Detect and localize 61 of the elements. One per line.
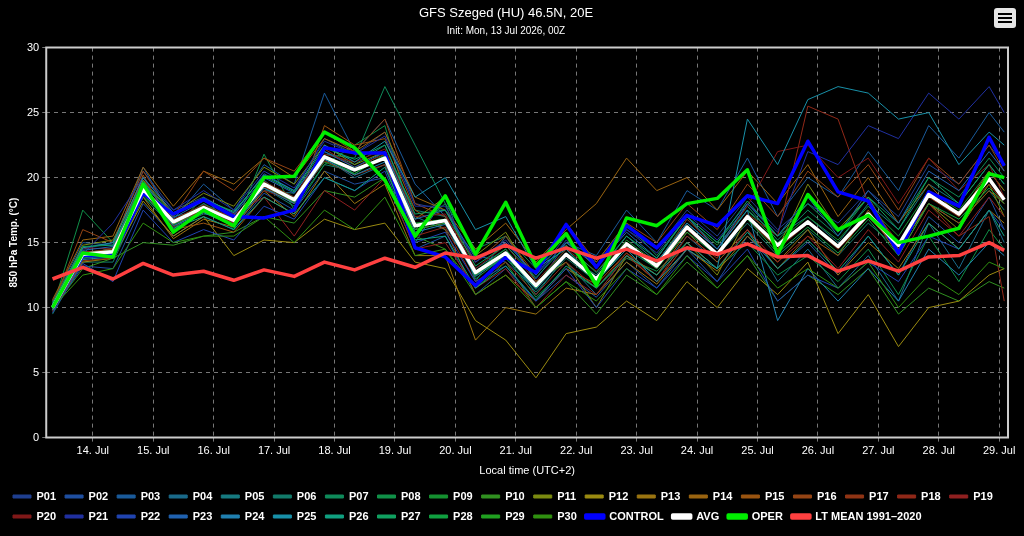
y-tick-label: 0 xyxy=(33,430,40,443)
x-tick-label: 17. Jul xyxy=(257,444,291,457)
legend-label: P04 xyxy=(192,489,214,502)
x-tick-label: 15. Jul xyxy=(137,444,170,457)
legend-label: OPER xyxy=(751,509,783,522)
legend-label: P12 xyxy=(608,489,629,502)
x-axis-title: Local time (UTC+2) xyxy=(479,464,575,477)
legend-label: P14 xyxy=(712,489,734,502)
y-tick-label: 25 xyxy=(26,105,40,118)
x-tick-label: 22. Jul xyxy=(560,444,593,457)
x-tick-label: 25. Jul xyxy=(741,444,774,457)
x-tick-label: 26. Jul xyxy=(801,444,835,457)
y-tick-label: 20 xyxy=(26,170,40,183)
legend-label: P24 xyxy=(244,509,266,522)
legend-label: P13 xyxy=(660,489,681,502)
x-tick-label: 14. Jul xyxy=(76,444,110,457)
chart-title: GFS Szeged (HU) 46.5N, 20E xyxy=(418,5,594,21)
legend-label: P27 xyxy=(401,509,421,522)
legend-label: P11 xyxy=(557,489,577,502)
x-tick-label: 16. Jul xyxy=(197,444,230,457)
legend-label: P21 xyxy=(88,509,109,522)
legend-label: P05 xyxy=(244,489,265,502)
legend-label: P26 xyxy=(348,509,369,522)
legend-label: P10 xyxy=(505,489,525,502)
legend-label: P08 xyxy=(401,489,421,502)
y-axis-title: 850 hPa Temp. (°C) xyxy=(7,197,19,288)
x-tick-label: 20. Jul xyxy=(439,444,472,457)
chart-subtitle: Init: Mon, 13 Jul 2026, 00Z xyxy=(446,25,566,37)
legend-label: AVG xyxy=(696,509,720,522)
legend-label: P15 xyxy=(764,489,785,502)
x-tick-label: 24. Jul xyxy=(680,444,714,457)
x-tick-label: 23. Jul xyxy=(620,444,653,457)
legend-label: P06 xyxy=(296,489,317,502)
y-tick-label: 30 xyxy=(26,40,40,53)
y-tick-label: 15 xyxy=(26,235,40,248)
legend-label: P19 xyxy=(973,489,993,502)
x-tick-label: 19. Jul xyxy=(378,444,412,457)
y-tick-label: 5 xyxy=(33,365,40,378)
legend-label: P01 xyxy=(36,489,57,502)
x-tick-label: 21. Jul xyxy=(499,444,532,457)
x-tick-label: 28. Jul xyxy=(922,444,955,457)
legend-label: P09 xyxy=(453,489,473,502)
legend-label: P18 xyxy=(921,489,941,502)
legend-label: CONTROL xyxy=(609,509,664,522)
legend-label: P25 xyxy=(296,509,317,522)
x-tick-label: 29. Jul xyxy=(982,444,1016,457)
legend-label: P20 xyxy=(36,509,57,522)
legend-label: P03 xyxy=(140,489,161,502)
legend-label: P02 xyxy=(88,489,109,502)
y-tick-label: 10 xyxy=(26,300,40,313)
legend-label: P30 xyxy=(557,509,577,522)
legend-label: P23 xyxy=(192,509,213,522)
legend-label: P22 xyxy=(140,509,161,522)
legend-label: LT MEAN 1991–2020 xyxy=(815,509,922,522)
x-tick-label: 18. Jul xyxy=(318,444,351,457)
legend-label: P17 xyxy=(869,489,889,502)
legend-label: P07 xyxy=(348,489,369,502)
x-tick-label: 27. Jul xyxy=(862,444,895,457)
legend-label: P16 xyxy=(816,489,837,502)
legend-label: P28 xyxy=(453,509,473,522)
legend-label: P29 xyxy=(505,509,525,522)
